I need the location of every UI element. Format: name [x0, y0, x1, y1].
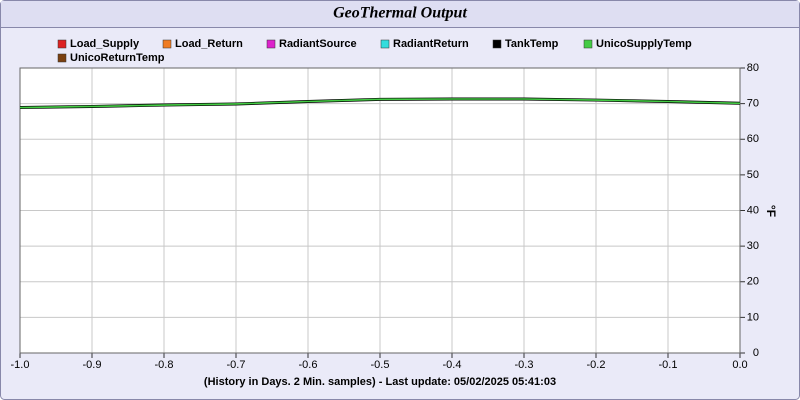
chart-title: GeoThermal Output	[333, 5, 467, 22]
legend-label: UnicoSupplyTemp	[596, 38, 692, 50]
legend-swatch	[492, 39, 502, 49]
legend-swatch	[57, 53, 67, 63]
x-tick-label: -0.2	[587, 359, 606, 371]
x-tick-label: -0.9	[83, 359, 102, 371]
y-tick-label: 30	[747, 240, 759, 252]
legend-swatch	[162, 39, 172, 49]
x-axis-label: (History in Days. 2 Min. samples) - Last…	[204, 376, 556, 388]
x-tick-label: 0.0	[732, 359, 747, 371]
legend-label: Load_Supply	[70, 38, 140, 50]
x-tick-label: -0.7	[227, 359, 246, 371]
x-tick-label: -1.0	[11, 359, 30, 371]
series-line	[19, 98, 741, 109]
x-tick-label: -0.5	[371, 359, 390, 371]
legend-swatch	[583, 39, 593, 49]
legend-label: RadiantReturn	[393, 38, 469, 50]
legend-swatch	[57, 39, 67, 49]
y-tick-label: 10	[747, 311, 759, 323]
legend-label: RadiantSource	[279, 38, 357, 50]
legend-swatch	[266, 39, 276, 49]
legend-swatch	[380, 39, 390, 49]
y-axis-label: °F	[764, 205, 778, 217]
legend-label: TankTemp	[505, 38, 559, 50]
y-tick-label: 40	[747, 204, 759, 216]
x-tick-label: -0.1	[659, 359, 678, 371]
legend-label: UnicoReturnTemp	[70, 52, 165, 64]
y-tick-label: 60	[747, 133, 759, 145]
y-tick-label: 0	[753, 347, 759, 359]
x-tick-label: -0.8	[155, 359, 174, 371]
x-tick-label: -0.6	[299, 359, 318, 371]
plot-border	[19, 67, 741, 354]
y-tick-label: 20	[747, 276, 759, 288]
x-tick-label: -0.3	[515, 359, 534, 371]
y-tick-label: 50	[747, 169, 759, 181]
y-tick-label: 70	[747, 98, 759, 110]
title-bar	[1, 1, 799, 27]
x-tick-label: -0.4	[443, 359, 462, 371]
y-tick-label: 80	[747, 62, 759, 74]
legend-label: Load_Return	[175, 38, 243, 50]
